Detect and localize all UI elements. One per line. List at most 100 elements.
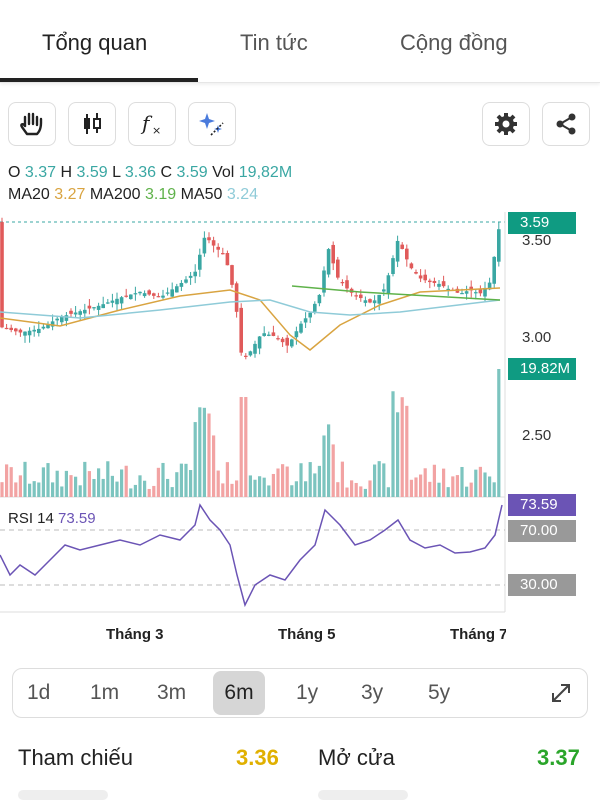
candle-body <box>460 293 464 295</box>
candle-body <box>239 307 243 353</box>
rsi-upper-tag: 70.00 <box>508 520 576 542</box>
expand-icon[interactable] <box>549 681 573 705</box>
volume-bar <box>74 476 78 497</box>
candle-body <box>0 222 4 328</box>
volume-bar <box>382 463 386 497</box>
candle-body <box>368 299 372 303</box>
candle-body <box>124 295 128 297</box>
volume-bar <box>156 467 160 497</box>
time-range-selector: 1d 1m 3m 6m 1y 3y 5y <box>12 668 588 718</box>
volume-bar <box>331 444 335 497</box>
volume-bar <box>267 485 271 497</box>
volume-bar <box>258 476 262 497</box>
volume-bar <box>64 470 68 497</box>
volume-bar <box>483 472 487 497</box>
range-3m[interactable]: 3m <box>157 681 187 704</box>
range-5y[interactable]: 5y <box>428 681 451 704</box>
volume-bar <box>235 480 239 497</box>
candle-body <box>299 323 303 333</box>
range-1y[interactable]: 1y <box>296 681 319 704</box>
volume-tag: 19.82M <box>508 358 576 380</box>
candle-body <box>354 295 358 297</box>
candle-body <box>267 334 271 336</box>
range-6m[interactable]: 6m <box>213 671 265 715</box>
range-3y[interactable]: 3y <box>361 681 384 704</box>
volume-bar <box>179 463 183 497</box>
volume-bar <box>299 463 303 497</box>
rsi-value: 73.59 <box>58 510 96 527</box>
hand-icon <box>20 112 43 136</box>
rsi-lower-tag: 30.00 <box>508 574 576 596</box>
candle-body <box>326 249 331 275</box>
volume-bar <box>414 477 418 497</box>
active-tab-indicator <box>0 78 198 82</box>
volume-bar <box>230 483 234 497</box>
candle-body <box>9 327 13 331</box>
volume-bar <box>46 463 50 497</box>
tab-community[interactable]: Cộng đồng <box>400 30 508 55</box>
candle-body <box>487 282 492 290</box>
volume-bar <box>92 478 96 497</box>
chart-type-button[interactable] <box>68 102 116 146</box>
volume-bar <box>359 486 363 497</box>
candle-body <box>18 329 23 333</box>
candle-body <box>336 259 340 278</box>
hand-tool-button[interactable] <box>8 102 56 146</box>
ai-tools-button[interactable] <box>188 102 236 146</box>
volume-bar <box>120 469 124 497</box>
volume-bar <box>428 481 432 497</box>
share-button[interactable] <box>542 102 590 146</box>
low-value: 3.36 <box>124 164 157 181</box>
candle-body <box>179 282 184 287</box>
volume-bar <box>478 466 482 497</box>
candle-body <box>234 283 239 312</box>
indicators-button[interactable]: f × <box>128 102 176 146</box>
volume-bar <box>419 474 423 497</box>
volume-bar <box>276 468 280 497</box>
candle-body <box>372 300 377 304</box>
volume-bar <box>198 407 202 497</box>
volume-bar <box>0 482 4 497</box>
volume-bar <box>216 470 220 497</box>
candle-body <box>87 305 92 309</box>
price-chart[interactable] <box>0 208 600 618</box>
candle-body <box>110 300 115 303</box>
range-1m[interactable]: 1m <box>90 681 120 704</box>
candle-body <box>152 293 156 296</box>
low-label: L <box>112 164 121 181</box>
candle-body <box>294 331 299 338</box>
volume-bar <box>327 424 331 497</box>
volume-bar <box>497 369 501 497</box>
candle-body <box>27 330 32 336</box>
candle-body <box>414 272 418 274</box>
candle-body <box>129 294 133 300</box>
candle-body <box>83 309 87 314</box>
settings-button[interactable] <box>482 102 530 146</box>
volume-bar <box>469 482 473 497</box>
volume-bar <box>281 464 285 497</box>
volume-bar <box>152 485 156 497</box>
volume-bar <box>32 481 36 497</box>
volume-bar <box>28 483 32 497</box>
candle-body <box>37 328 41 334</box>
volume-bar <box>317 465 321 497</box>
volume-bar <box>143 480 147 497</box>
close-value: 3.59 <box>176 164 208 181</box>
tab-overview[interactable]: Tổng quan <box>42 30 148 55</box>
ma50-label: MA50 <box>180 186 223 203</box>
candle-body <box>69 310 73 314</box>
candle-body <box>395 240 400 262</box>
tab-news[interactable]: Tin tức <box>240 30 308 55</box>
ma200-line <box>291 285 501 301</box>
candle-body <box>156 296 161 298</box>
volume-bar <box>60 486 64 497</box>
candle-body <box>188 275 193 278</box>
candle-body <box>115 298 119 305</box>
volume-bar <box>304 481 308 497</box>
candle-body <box>331 244 335 264</box>
range-1d[interactable]: 1d <box>27 681 51 704</box>
reference-value: 3.36 <box>236 745 279 770</box>
volume-bar <box>87 471 91 497</box>
top-tabs: Tổng quan Tin tức Cộng đồng <box>0 0 600 83</box>
volume-bar <box>474 469 478 497</box>
